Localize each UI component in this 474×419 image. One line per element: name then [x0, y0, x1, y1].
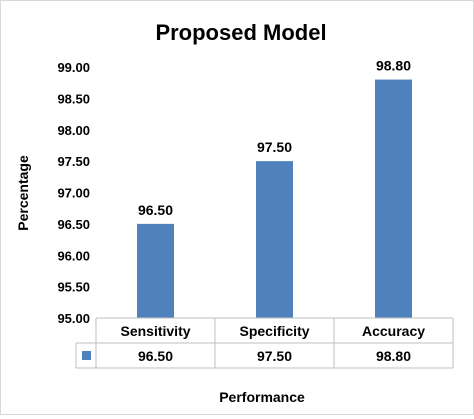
bar-specificity	[256, 161, 293, 318]
x-category-label: Specificity	[239, 323, 309, 339]
chart-title: Proposed Model	[155, 20, 326, 45]
table-value-cell: 98.80	[376, 348, 411, 364]
y-tick-label: 96.00	[57, 248, 90, 263]
y-tick-label: 98.50	[57, 91, 90, 106]
y-tick-label: 98.00	[57, 123, 90, 138]
y-tick-label: 95.00	[57, 311, 90, 326]
y-tick-label: 95.50	[57, 280, 90, 295]
x-category-label: Sensitivity	[120, 323, 190, 339]
y-tick-label: 99.00	[57, 60, 90, 75]
data-label: 98.80	[376, 58, 411, 74]
bar-sensitivity	[137, 223, 174, 318]
table-value-cell: 96.50	[138, 348, 173, 364]
y-tick-label: 97.00	[57, 186, 90, 201]
y-axis-title: Percentage	[15, 155, 31, 231]
y-tick-label: 96.50	[57, 217, 90, 232]
y-tick-label: 97.50	[57, 154, 90, 169]
legend-key	[82, 351, 91, 360]
plot-area: 95.00 95.50 96.00 96.50 97.00 97.50 98.00 98.50…	[57, 58, 454, 369]
table-value-cell: 97.50	[257, 348, 292, 364]
data-label: 97.50	[257, 139, 292, 155]
data-label: 96.50	[138, 202, 173, 218]
bar-accuracy	[375, 79, 412, 318]
x-category-label: Accuracy	[362, 323, 425, 339]
x-axis-title: Performance	[219, 389, 305, 405]
